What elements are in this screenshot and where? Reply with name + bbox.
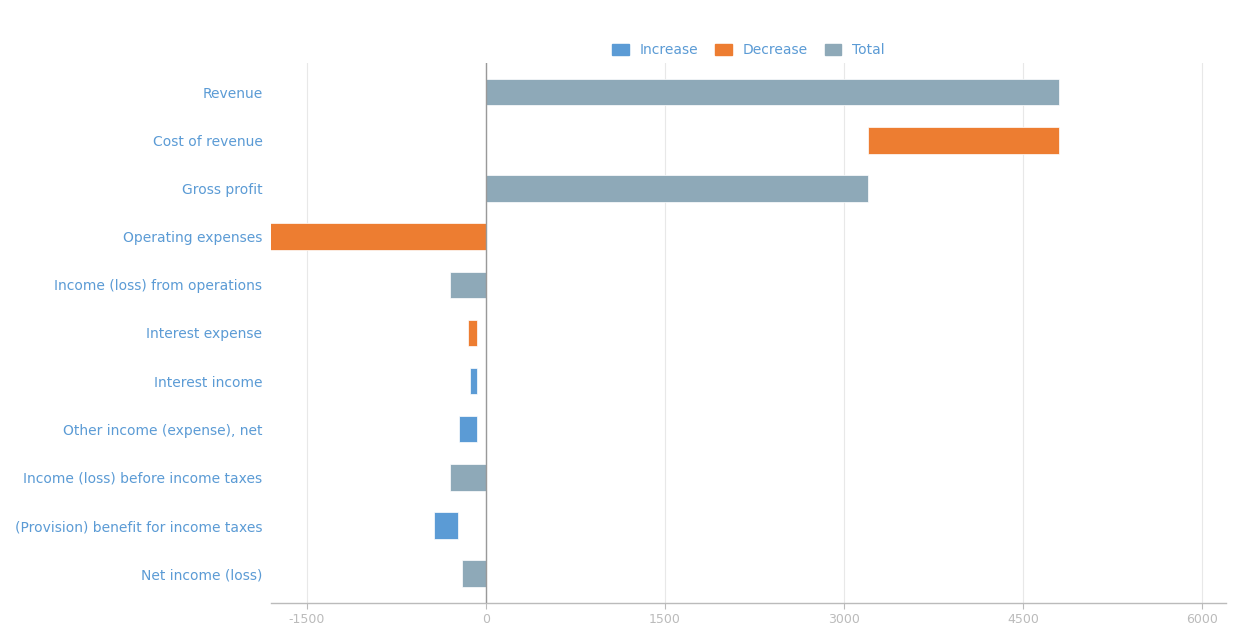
- Bar: [485, 175, 867, 202]
- Bar: [459, 416, 478, 442]
- Bar: [450, 272, 485, 298]
- Bar: [468, 320, 478, 346]
- Bar: [867, 127, 1059, 154]
- Bar: [485, 79, 1059, 105]
- Bar: [470, 368, 478, 394]
- Bar: [450, 464, 485, 490]
- Bar: [462, 560, 485, 587]
- Legend: Increase, Decrease, Total: Increase, Decrease, Total: [607, 38, 891, 63]
- Bar: [434, 512, 458, 539]
- Bar: [104, 224, 485, 250]
